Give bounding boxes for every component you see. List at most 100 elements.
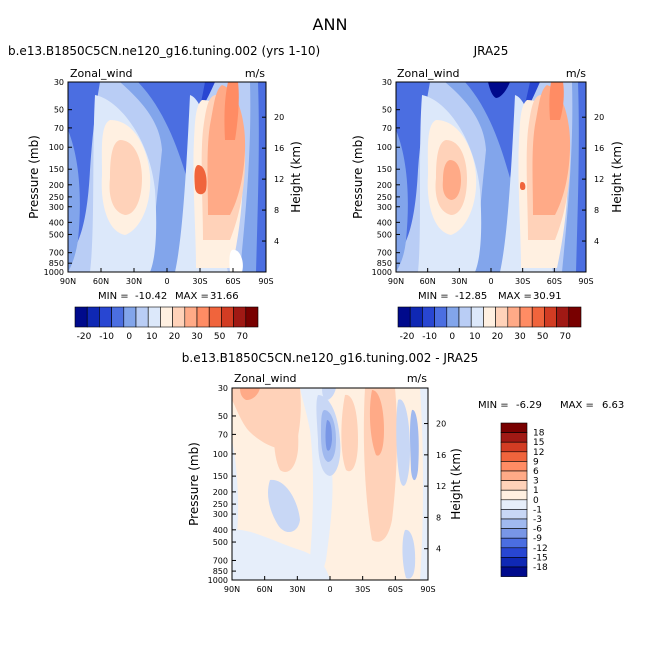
y-tick-label: 30 <box>382 78 392 87</box>
contour-band <box>488 82 510 98</box>
y-axis-label: Pressure (mb) <box>187 442 201 526</box>
contour-band <box>402 529 416 579</box>
colorbar-swatch <box>74 306 88 328</box>
colorbar-swatch <box>500 441 528 453</box>
min-value: -12.85 <box>455 291 487 302</box>
y2-tick-label: 8 <box>436 513 441 522</box>
contour-band <box>396 399 410 486</box>
contour-band <box>240 388 260 400</box>
x-tick-label: 60S <box>225 277 240 286</box>
y2-tick-label: 12 <box>436 482 446 491</box>
x-tick-label: 30N <box>451 277 467 286</box>
colorbar-swatch <box>568 306 582 328</box>
y-axis-label: Pressure (mb) <box>27 135 41 219</box>
contour-band <box>396 130 408 272</box>
colorbar-swatch <box>500 518 528 529</box>
y-tick-label: 200 <box>377 181 392 190</box>
colorbar-label: 9 <box>533 457 539 467</box>
contour-field <box>232 388 428 580</box>
colorbar-label: -9 <box>533 534 542 544</box>
y-tick-label: 500 <box>213 538 228 547</box>
colorbar-swatch <box>86 306 100 328</box>
units-label: m/s <box>245 67 265 80</box>
contour-band <box>420 388 428 580</box>
contour-band <box>232 529 330 580</box>
contour-band <box>576 82 586 272</box>
contour-band <box>369 390 384 456</box>
y-tick-label: 200 <box>213 488 228 497</box>
x-tick-label: 90N <box>224 585 240 594</box>
field-label: Zonal_wind <box>234 372 297 385</box>
y-tick-label: 1000 <box>372 268 392 277</box>
max-value: 6.63 <box>602 400 624 411</box>
colorbar-swatch <box>233 306 247 328</box>
colorbar-swatch <box>500 566 528 577</box>
contour-band <box>341 394 358 472</box>
y-tick-label: 500 <box>377 230 392 239</box>
y-tick-label: 250 <box>213 500 228 509</box>
colorbar-swatch <box>500 432 528 443</box>
y-tick-label: 100 <box>213 450 228 459</box>
panel-title: b.e13.B1850C5CN.ne120_g16.tuning.002 - J… <box>182 351 478 365</box>
colorbar-swatch <box>500 509 528 520</box>
y2-axis-label: Height (km) <box>610 141 624 212</box>
y2-tick-label: 20 <box>436 420 446 429</box>
field-label: Zonal_wind <box>397 67 460 80</box>
y-tick-label: 100 <box>49 143 64 152</box>
y-tick-label: 100 <box>377 143 392 152</box>
units-label: m/s <box>407 372 427 385</box>
colorbar-label: -12 <box>533 544 548 554</box>
x-tick-label: 60N <box>420 277 436 286</box>
colorbar-label: 30 <box>514 332 526 342</box>
y2-tick-label: 20 <box>594 113 604 122</box>
min-value: -10.42 <box>135 291 167 302</box>
colorbar-label: 10 <box>146 332 158 342</box>
contour-band <box>549 82 564 120</box>
y-tick-label: 30 <box>218 384 228 393</box>
colorbar-swatch <box>111 306 125 328</box>
y-tick-label: 250 <box>49 193 64 202</box>
colorbar-label: 0 <box>449 332 455 342</box>
x-tick-label: 0 <box>327 585 332 594</box>
colorbar-swatch <box>135 306 149 328</box>
y-axis-label: Pressure (mb) <box>351 135 365 219</box>
colorbar-swatch <box>500 528 528 539</box>
colorbar-label: -18 <box>533 563 548 573</box>
colorbar-swatch <box>147 306 161 328</box>
y-tick-label: 850 <box>49 259 64 268</box>
panel-title: b.e13.B1850C5CN.ne120_g16.tuning.002 (yr… <box>8 44 320 58</box>
colorbar-label: -20 <box>400 332 415 342</box>
y-tick-label: 400 <box>377 218 392 227</box>
x-tick-label: 60N <box>257 585 273 594</box>
y2-tick-label: 4 <box>594 237 599 246</box>
colorbar-label: 20 <box>492 332 504 342</box>
contour-band <box>442 160 461 200</box>
x-axis: 90N 60N 30N 0 30S 60S 90S <box>388 268 594 286</box>
colorbar-swatch <box>422 306 435 328</box>
panel-model: b.e13.B1850C5CN.ne120_g16.tuning.002 (yr… <box>8 44 320 342</box>
colorbar-swatch <box>500 461 528 472</box>
y-tick-label: 500 <box>49 230 64 239</box>
y-tick-label: 50 <box>218 412 228 421</box>
x-tick-label: 90S <box>420 585 435 594</box>
colorbar: -20 -10 0 10 20 30 50 70 <box>397 306 582 342</box>
colorbar-label: -15 <box>533 553 548 563</box>
y-tick-label: 700 <box>213 556 228 565</box>
y2-axis: 20 16 12 8 4 <box>582 113 604 246</box>
y-tick-label: 70 <box>382 124 392 133</box>
units-label: m/s <box>566 67 586 80</box>
contour-band <box>229 249 243 272</box>
x-tick-label: 30S <box>192 277 207 286</box>
colorbar-swatch <box>184 306 198 328</box>
colorbar-swatch <box>123 306 137 328</box>
colorbar-label: 50 <box>214 332 226 342</box>
contour-band <box>520 182 526 191</box>
y2-tick-label: 4 <box>436 545 441 554</box>
colorbar-swatch <box>221 306 234 328</box>
x-tick-label: 60S <box>547 277 562 286</box>
x-tick-label: 30S <box>355 585 370 594</box>
x-tick-label: 90N <box>388 277 404 286</box>
colorbar-swatch <box>208 306 222 328</box>
